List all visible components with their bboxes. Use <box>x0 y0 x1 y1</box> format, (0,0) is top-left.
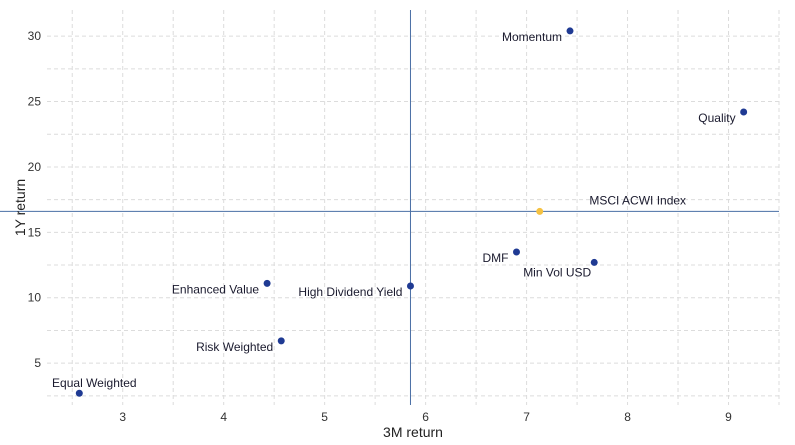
reference-lines <box>0 10 779 405</box>
data-point <box>590 258 598 266</box>
data-points <box>75 27 748 397</box>
x-tick-label: 8 <box>624 410 631 424</box>
y-tick-label: 30 <box>28 29 42 43</box>
data-point <box>512 248 520 256</box>
y-tick-label: 10 <box>28 291 42 305</box>
point-label: Enhanced Value <box>172 282 260 296</box>
point-label: Min Vol USD <box>523 265 591 279</box>
x-tick-label: 5 <box>321 410 328 424</box>
point-label: MSCI ACWI Index <box>589 193 686 207</box>
x-tick-label: 4 <box>220 410 227 424</box>
y-tick-label: 25 <box>28 95 42 109</box>
point-label: Momentum <box>502 30 562 44</box>
data-point <box>75 389 83 397</box>
data-point <box>566 27 574 35</box>
data-point <box>263 279 271 287</box>
point-label: Quality <box>698 111 735 125</box>
y-axis-title: 1Y return <box>12 179 28 236</box>
x-tick-label: 9 <box>725 410 732 424</box>
data-point <box>740 108 748 116</box>
data-point <box>536 207 544 215</box>
grid <box>47 10 780 405</box>
data-point <box>406 282 414 290</box>
x-axis-title: 3M return <box>383 424 443 440</box>
point-label: Equal Weighted <box>52 376 137 390</box>
x-tick-label: 6 <box>422 410 429 424</box>
y-tick-label: 5 <box>34 356 41 370</box>
point-label: DMF <box>482 251 508 265</box>
tick-labels: 3 4 5 6 7 8 9 5 10 15 20 25 30 <box>28 29 733 424</box>
y-tick-label: 15 <box>28 225 42 239</box>
x-tick-label: 7 <box>523 410 530 424</box>
point-label: Risk Weighted <box>196 340 273 354</box>
data-point <box>277 337 285 345</box>
y-tick-label: 20 <box>28 160 42 174</box>
point-label: High Dividend Yield <box>298 285 402 299</box>
x-tick-label: 3 <box>119 410 126 424</box>
point-labels: Momentum Quality MSCI ACWI Index DMF Min Vol… <box>52 30 736 390</box>
